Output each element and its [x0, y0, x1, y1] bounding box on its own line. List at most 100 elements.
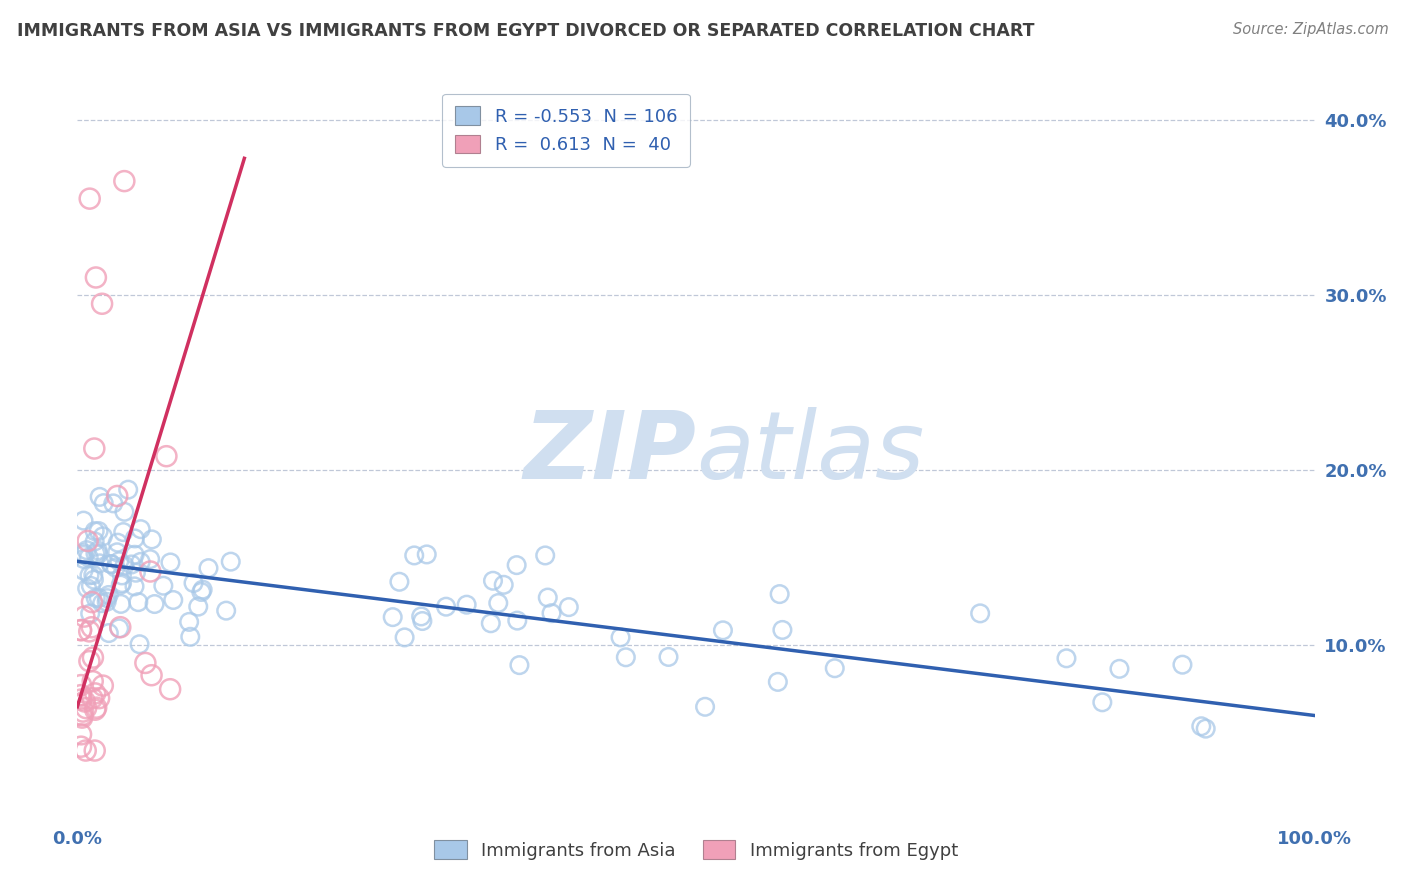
Point — [766, 674, 789, 689]
Point — [76, 543, 98, 558]
Point — [73, 694, 96, 708]
Point — [479, 616, 502, 631]
Point — [91, 596, 114, 610]
Point — [152, 579, 174, 593]
Point — [86, 543, 108, 558]
Point — [124, 532, 146, 546]
Point — [70, 727, 93, 741]
Point — [693, 699, 716, 714]
Point — [83, 743, 105, 757]
Point — [411, 614, 433, 628]
Point — [91, 529, 114, 543]
Point — [162, 593, 184, 607]
Legend: Immigrants from Asia, Immigrants from Egypt: Immigrants from Asia, Immigrants from Eg… — [427, 833, 965, 867]
Point — [83, 573, 105, 587]
Point — [84, 591, 107, 605]
Point — [124, 548, 146, 562]
Point — [87, 591, 110, 605]
Point — [84, 686, 107, 700]
Text: ZIP: ZIP — [523, 407, 696, 499]
Point — [100, 557, 122, 571]
Point — [657, 649, 679, 664]
Point — [404, 549, 426, 563]
Point — [537, 591, 560, 605]
Point — [124, 579, 146, 593]
Point — [75, 701, 97, 715]
Text: atlas: atlas — [696, 407, 924, 499]
Point — [609, 631, 631, 645]
Point — [79, 568, 101, 582]
Point — [143, 597, 166, 611]
Point — [72, 708, 94, 723]
Point — [84, 700, 107, 714]
Point — [91, 679, 114, 693]
Text: Source: ZipAtlas.com: Source: ZipAtlas.com — [1233, 22, 1389, 37]
Point — [1195, 722, 1218, 736]
Point — [87, 524, 110, 538]
Point — [117, 483, 139, 497]
Point — [96, 591, 118, 606]
Point — [197, 561, 219, 575]
Point — [97, 588, 120, 602]
Point — [219, 555, 242, 569]
Point — [72, 564, 94, 578]
Point — [112, 524, 135, 539]
Point — [110, 577, 132, 591]
Point — [1171, 657, 1194, 672]
Point — [416, 548, 439, 562]
Point — [107, 535, 129, 549]
Point — [191, 582, 214, 597]
Point — [394, 631, 416, 645]
Point — [103, 496, 125, 510]
Point — [105, 545, 128, 559]
Point — [111, 576, 134, 591]
Point — [769, 587, 792, 601]
Point — [76, 533, 98, 548]
Point — [80, 595, 103, 609]
Point — [83, 534, 105, 549]
Point — [824, 661, 846, 675]
Point — [89, 691, 111, 706]
Point — [75, 743, 97, 757]
Point — [505, 558, 527, 573]
Point — [1189, 719, 1212, 733]
Point — [128, 637, 150, 651]
Point — [108, 621, 131, 635]
Point — [1091, 695, 1114, 709]
Point — [73, 609, 96, 624]
Point — [111, 568, 134, 582]
Point — [79, 607, 101, 621]
Point — [388, 574, 411, 589]
Point — [82, 568, 104, 582]
Point — [70, 739, 93, 754]
Point — [159, 556, 181, 570]
Point — [492, 578, 515, 592]
Point — [770, 623, 793, 637]
Point — [70, 624, 93, 638]
Point — [84, 546, 107, 560]
Point — [105, 489, 128, 503]
Point — [110, 597, 132, 611]
Point — [72, 552, 94, 566]
Point — [70, 678, 93, 692]
Point — [89, 490, 111, 504]
Point — [508, 658, 530, 673]
Point — [70, 692, 93, 706]
Point — [96, 595, 118, 609]
Point — [76, 582, 98, 596]
Point — [70, 688, 93, 702]
Point — [70, 710, 93, 724]
Point — [558, 600, 581, 615]
Point — [127, 595, 149, 609]
Point — [72, 514, 94, 528]
Point — [80, 620, 103, 634]
Point — [77, 624, 100, 639]
Point — [89, 557, 111, 571]
Point — [79, 654, 101, 668]
Point — [482, 574, 505, 588]
Point — [91, 297, 114, 311]
Point — [121, 558, 143, 572]
Point — [969, 607, 991, 621]
Point — [486, 596, 509, 610]
Point — [83, 524, 105, 538]
